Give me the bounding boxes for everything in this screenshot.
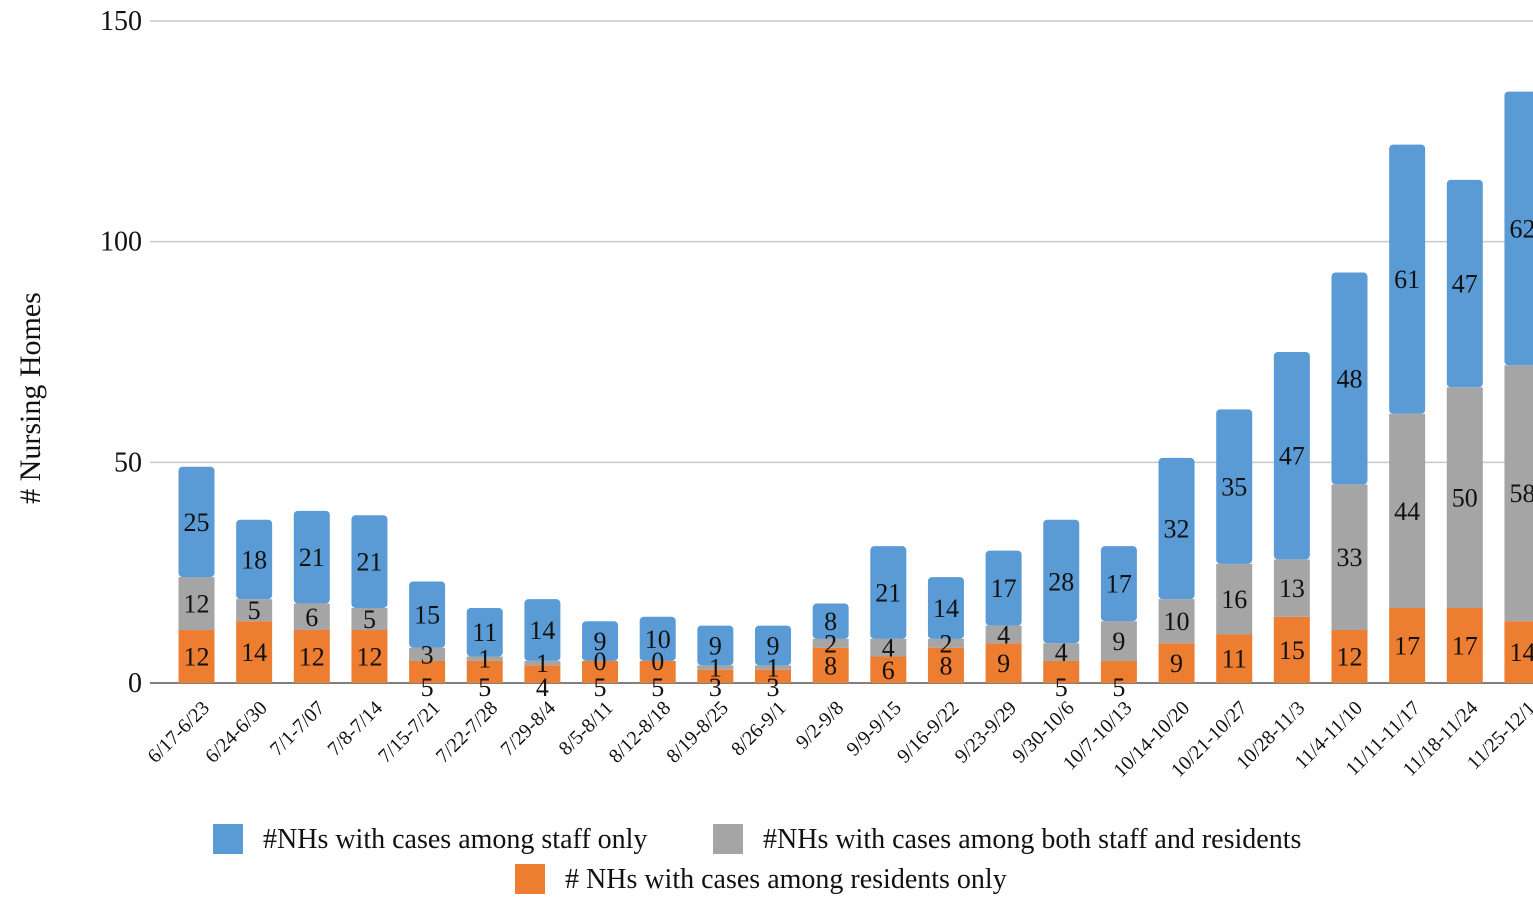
data-label: 62 — [1509, 214, 1533, 243]
data-label: 9 — [767, 631, 780, 660]
data-label: 35 — [1221, 473, 1247, 502]
y-tick-label: 50 — [114, 447, 142, 478]
data-label: 11 — [472, 618, 497, 647]
data-label: 25 — [184, 508, 210, 537]
data-label: 47 — [1279, 442, 1305, 471]
legend-label: #NHs with cases among staff only — [263, 824, 647, 855]
data-label: 32 — [1164, 515, 1190, 544]
data-label: 1 — [536, 649, 549, 678]
legend-label: #NHs with cases among both staff and res… — [763, 824, 1301, 855]
x-axis-ticks: 6/17-6/236/24-6/307/1-7/077/8-7/147/15-7… — [143, 697, 1533, 782]
data-label: 58 — [1509, 479, 1533, 508]
data-label: 12 — [184, 590, 210, 619]
x-tick-label: 9/23-9/29 — [951, 697, 1022, 768]
data-label: 48 — [1337, 364, 1363, 393]
legend: #NHs with cases among staff only #NHs wit… — [213, 824, 1301, 895]
legend-label: # NHs with cases among residents only — [565, 864, 1007, 895]
data-label: 16 — [1221, 585, 1247, 614]
data-label: 8 — [824, 607, 837, 636]
data-label: 6 — [305, 603, 318, 632]
data-label: 18 — [241, 545, 267, 574]
legend-swatch — [515, 864, 545, 894]
data-label: 4 — [997, 620, 1010, 649]
data-label: 17 — [1106, 570, 1132, 599]
data-label: 47 — [1452, 270, 1478, 299]
data-label: 4 — [1055, 638, 1068, 667]
y-axis-ticks: 0 50 100 150 — [100, 6, 142, 699]
data-label: 21 — [356, 548, 382, 577]
data-label: 1 — [478, 645, 491, 674]
data-label: 10 — [1164, 607, 1190, 636]
data-label: 10 — [645, 625, 671, 654]
data-label: 61 — [1394, 265, 1420, 294]
data-label: 3 — [421, 640, 434, 669]
data-label: 9 — [1112, 627, 1125, 656]
x-tick-label: 9/16-9/22 — [893, 697, 964, 768]
data-label: 15 — [414, 601, 440, 630]
data-label: 9 — [594, 627, 607, 656]
x-tick-label: 6/17-6/23 — [143, 697, 214, 768]
y-tick-label: 0 — [128, 668, 142, 699]
data-label: 14 — [241, 638, 267, 667]
data-label: 12 — [1337, 643, 1363, 672]
data-label: 9 — [709, 631, 722, 660]
data-label: 9 — [1170, 649, 1183, 678]
data-label: 12 — [299, 643, 325, 672]
data-label: 2 — [939, 629, 952, 658]
legend-swatch — [213, 824, 243, 854]
data-label: 21 — [299, 543, 325, 572]
data-label: 44 — [1394, 497, 1420, 526]
data-label: 12 — [356, 643, 382, 672]
x-tick-label: 9/2-9/8 — [792, 697, 848, 753]
x-tick-label: 8/12-8/18 — [605, 697, 676, 768]
x-tick-label: 7/15-7/21 — [374, 697, 445, 768]
bars — [179, 92, 1533, 683]
data-label: 14 — [933, 594, 959, 623]
data-label: 17 — [1394, 631, 1420, 660]
x-tick-label: 7/1-7/07 — [266, 697, 329, 760]
data-label: 9 — [997, 649, 1010, 678]
data-label: 21 — [875, 579, 901, 608]
y-axis-label: # Nursing Homes — [14, 292, 47, 504]
data-label: 33 — [1337, 543, 1363, 572]
data-label: 13 — [1279, 574, 1305, 603]
data-label: 15 — [1279, 636, 1305, 665]
data-label: 5 — [248, 596, 261, 625]
data-label: 5 — [363, 605, 376, 634]
data-label: 14 — [529, 616, 555, 645]
legend-swatch — [713, 824, 743, 854]
y-tick-label: 100 — [100, 227, 142, 258]
x-tick-label: 8/26-9/1 — [727, 697, 790, 760]
x-tick-label: 7/22-7/28 — [432, 697, 503, 768]
data-label: 4 — [882, 634, 895, 663]
data-label: 50 — [1452, 484, 1478, 513]
x-tick-label: 7/29-8/4 — [496, 697, 559, 760]
x-tick-label: 6/24-6/30 — [201, 697, 272, 768]
y-tick-label: 150 — [100, 6, 142, 37]
data-label: 12 — [184, 643, 210, 672]
data-label: 17 — [991, 574, 1017, 603]
data-label: 17 — [1452, 631, 1478, 660]
data-label: 14 — [1509, 638, 1533, 667]
x-tick-label: 8/19-8/25 — [662, 697, 733, 768]
data-label: 11 — [1222, 645, 1247, 674]
data-label: 28 — [1048, 567, 1074, 596]
